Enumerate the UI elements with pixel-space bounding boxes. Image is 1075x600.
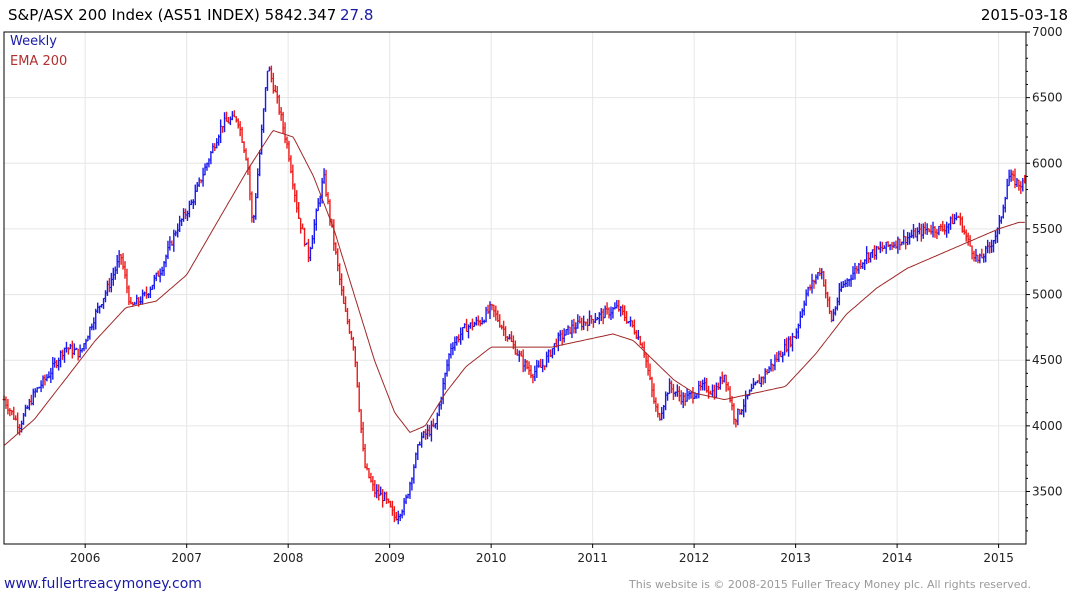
y-tick-label: 6500 [1032,91,1063,105]
y-tick-label: 6000 [1032,156,1063,170]
chart-date: 2015-03-18 [981,6,1068,24]
plot-frame [3,31,1027,545]
price-change: 27.8 [340,6,373,24]
x-tick-label: 2012 [679,551,710,565]
y-tick-label: 7000 [1032,25,1063,39]
grid-layer [4,31,1026,544]
y-tick-label: 4500 [1032,353,1063,367]
y-tick-label: 3500 [1032,484,1063,498]
y-axis: 3500 4000 4500 5000 5500 6000 6500 7000 [1026,25,1063,532]
legend-weekly: Weekly [10,34,57,49]
price-bars [2,65,1027,525]
x-tick-label: 2013 [780,551,811,565]
website-link[interactable]: www.fullertreacymoney.com [4,576,202,592]
x-tick-label: 2015 [983,551,1014,565]
x-tick-label: 2011 [577,551,608,565]
x-axis: 2006 2007 2008 2009 2010 2011 2012 2013 2014 2015 [70,544,1014,565]
y-tick-label: 5000 [1032,288,1063,302]
x-tick-label: 2007 [171,551,202,565]
y-tick-label: 4000 [1032,419,1063,433]
ema-200-line [3,130,1025,446]
legend-ema: EMA 200 [10,54,67,69]
y-tick-label: 5500 [1032,222,1063,236]
ema-line-layer [3,130,1025,446]
x-tick-label: 2009 [374,551,405,565]
x-tick-label: 2014 [882,551,913,565]
copyright-notice: This website is © 2008-2015 Fuller Treac… [629,578,1031,591]
x-tick-label: 2008 [273,551,304,565]
x-tick-label: 2006 [70,551,101,565]
chart-title: S&P/ASX 200 Index (AS51 INDEX) 5842.347 [8,6,336,24]
x-tick-label: 2010 [476,551,507,565]
